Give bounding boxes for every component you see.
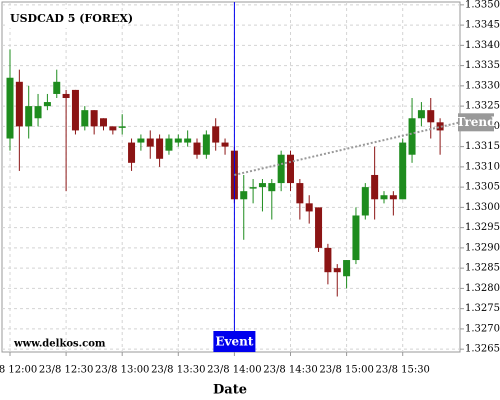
x-tick-label: 23/8 12:00 [0,365,37,376]
candle-body [408,118,416,155]
trend-box [458,113,494,132]
y-tick-label: 1.3270 [465,323,500,334]
y-tick-label: 1.3265 [465,344,500,355]
candle-body [399,142,407,200]
candle-body [352,215,360,261]
marks [6,49,444,297]
candle-body [6,77,14,139]
x-tick-label: 23/8 15:00 [319,365,373,376]
candle-body [371,174,379,200]
x-axis-label: Date [213,383,247,398]
candle-body [34,106,42,119]
candle-body [146,138,154,147]
x-tick-label: 23/8 12:30 [39,365,93,376]
candle-body [193,142,201,155]
candle-body [296,183,304,204]
candle-body [305,203,313,212]
y-tick-label: 1.3345 [465,20,500,31]
candle-body [165,138,173,151]
y-tick-label: 1.3275 [465,303,500,314]
x-tick-label: 23/8 13:00 [95,365,149,376]
y-tick-label: 1.3300 [465,202,500,213]
candle-body [156,138,164,159]
candle-body [118,126,126,128]
candle-body [240,191,248,200]
candle-body [417,110,425,119]
y-tick-label: 1.3340 [465,40,500,51]
x-tick-label: 23/8 14:30 [263,365,317,376]
candle-body [90,110,98,127]
candle-body [137,138,145,143]
candle-body [436,122,444,131]
candle-body [81,110,89,127]
y-tick-label: 1.3310 [465,161,500,172]
candle-body [128,142,136,163]
candle-body [427,110,435,123]
candle-body [333,268,341,273]
candle-body [184,138,192,143]
candle-body [361,187,369,216]
candle-body [71,89,79,131]
trend-line [234,121,461,176]
candle-body [53,81,61,94]
y-tick-label: 1.3335 [465,60,500,71]
y-tick-label: 1.3305 [465,182,500,193]
event-label: Event [215,335,253,349]
y-tick-label: 1.3315 [465,141,500,152]
candle-body [380,195,388,200]
y-tick-label: 1.3325 [465,101,500,112]
watermark: www.delkos.com [13,339,106,350]
candle-body [100,118,107,127]
x-tick-label: 23/8 15:30 [375,365,429,376]
y-tick-label: 1.3280 [465,283,500,294]
candle-body [268,183,276,192]
candle-body [174,138,182,143]
candle-body [109,126,117,131]
event-box [213,331,256,352]
trend-label: Trend [456,115,496,129]
candle-body [324,247,332,273]
candle-body [212,126,220,143]
x-tick-label: 23/8 14:00 [207,365,261,376]
x-tick-label: 23/8 13:30 [151,365,205,376]
candle-body [389,195,397,200]
candle-body [343,260,351,277]
candle-body [25,106,33,127]
candle-body [315,207,323,248]
y-tick-label: 1.3295 [465,222,500,233]
candle-body [258,183,266,188]
candle-body [277,154,285,184]
candle-body [43,102,51,107]
candle-body [249,187,257,189]
title-box [6,9,118,28]
y-tick-label: 1.3350 [465,0,500,10]
candle-body [202,134,210,155]
candle-body [287,154,294,184]
candle-body [62,93,70,99]
y-tick-label: 1.3330 [465,80,500,91]
y-tick-label: 1.3285 [465,263,500,274]
chart-title: USDCAD 5 (FOREX) [10,12,133,25]
candle-body [15,81,23,127]
candle-body [221,142,229,147]
y-tick-label: 1.3290 [465,242,500,253]
